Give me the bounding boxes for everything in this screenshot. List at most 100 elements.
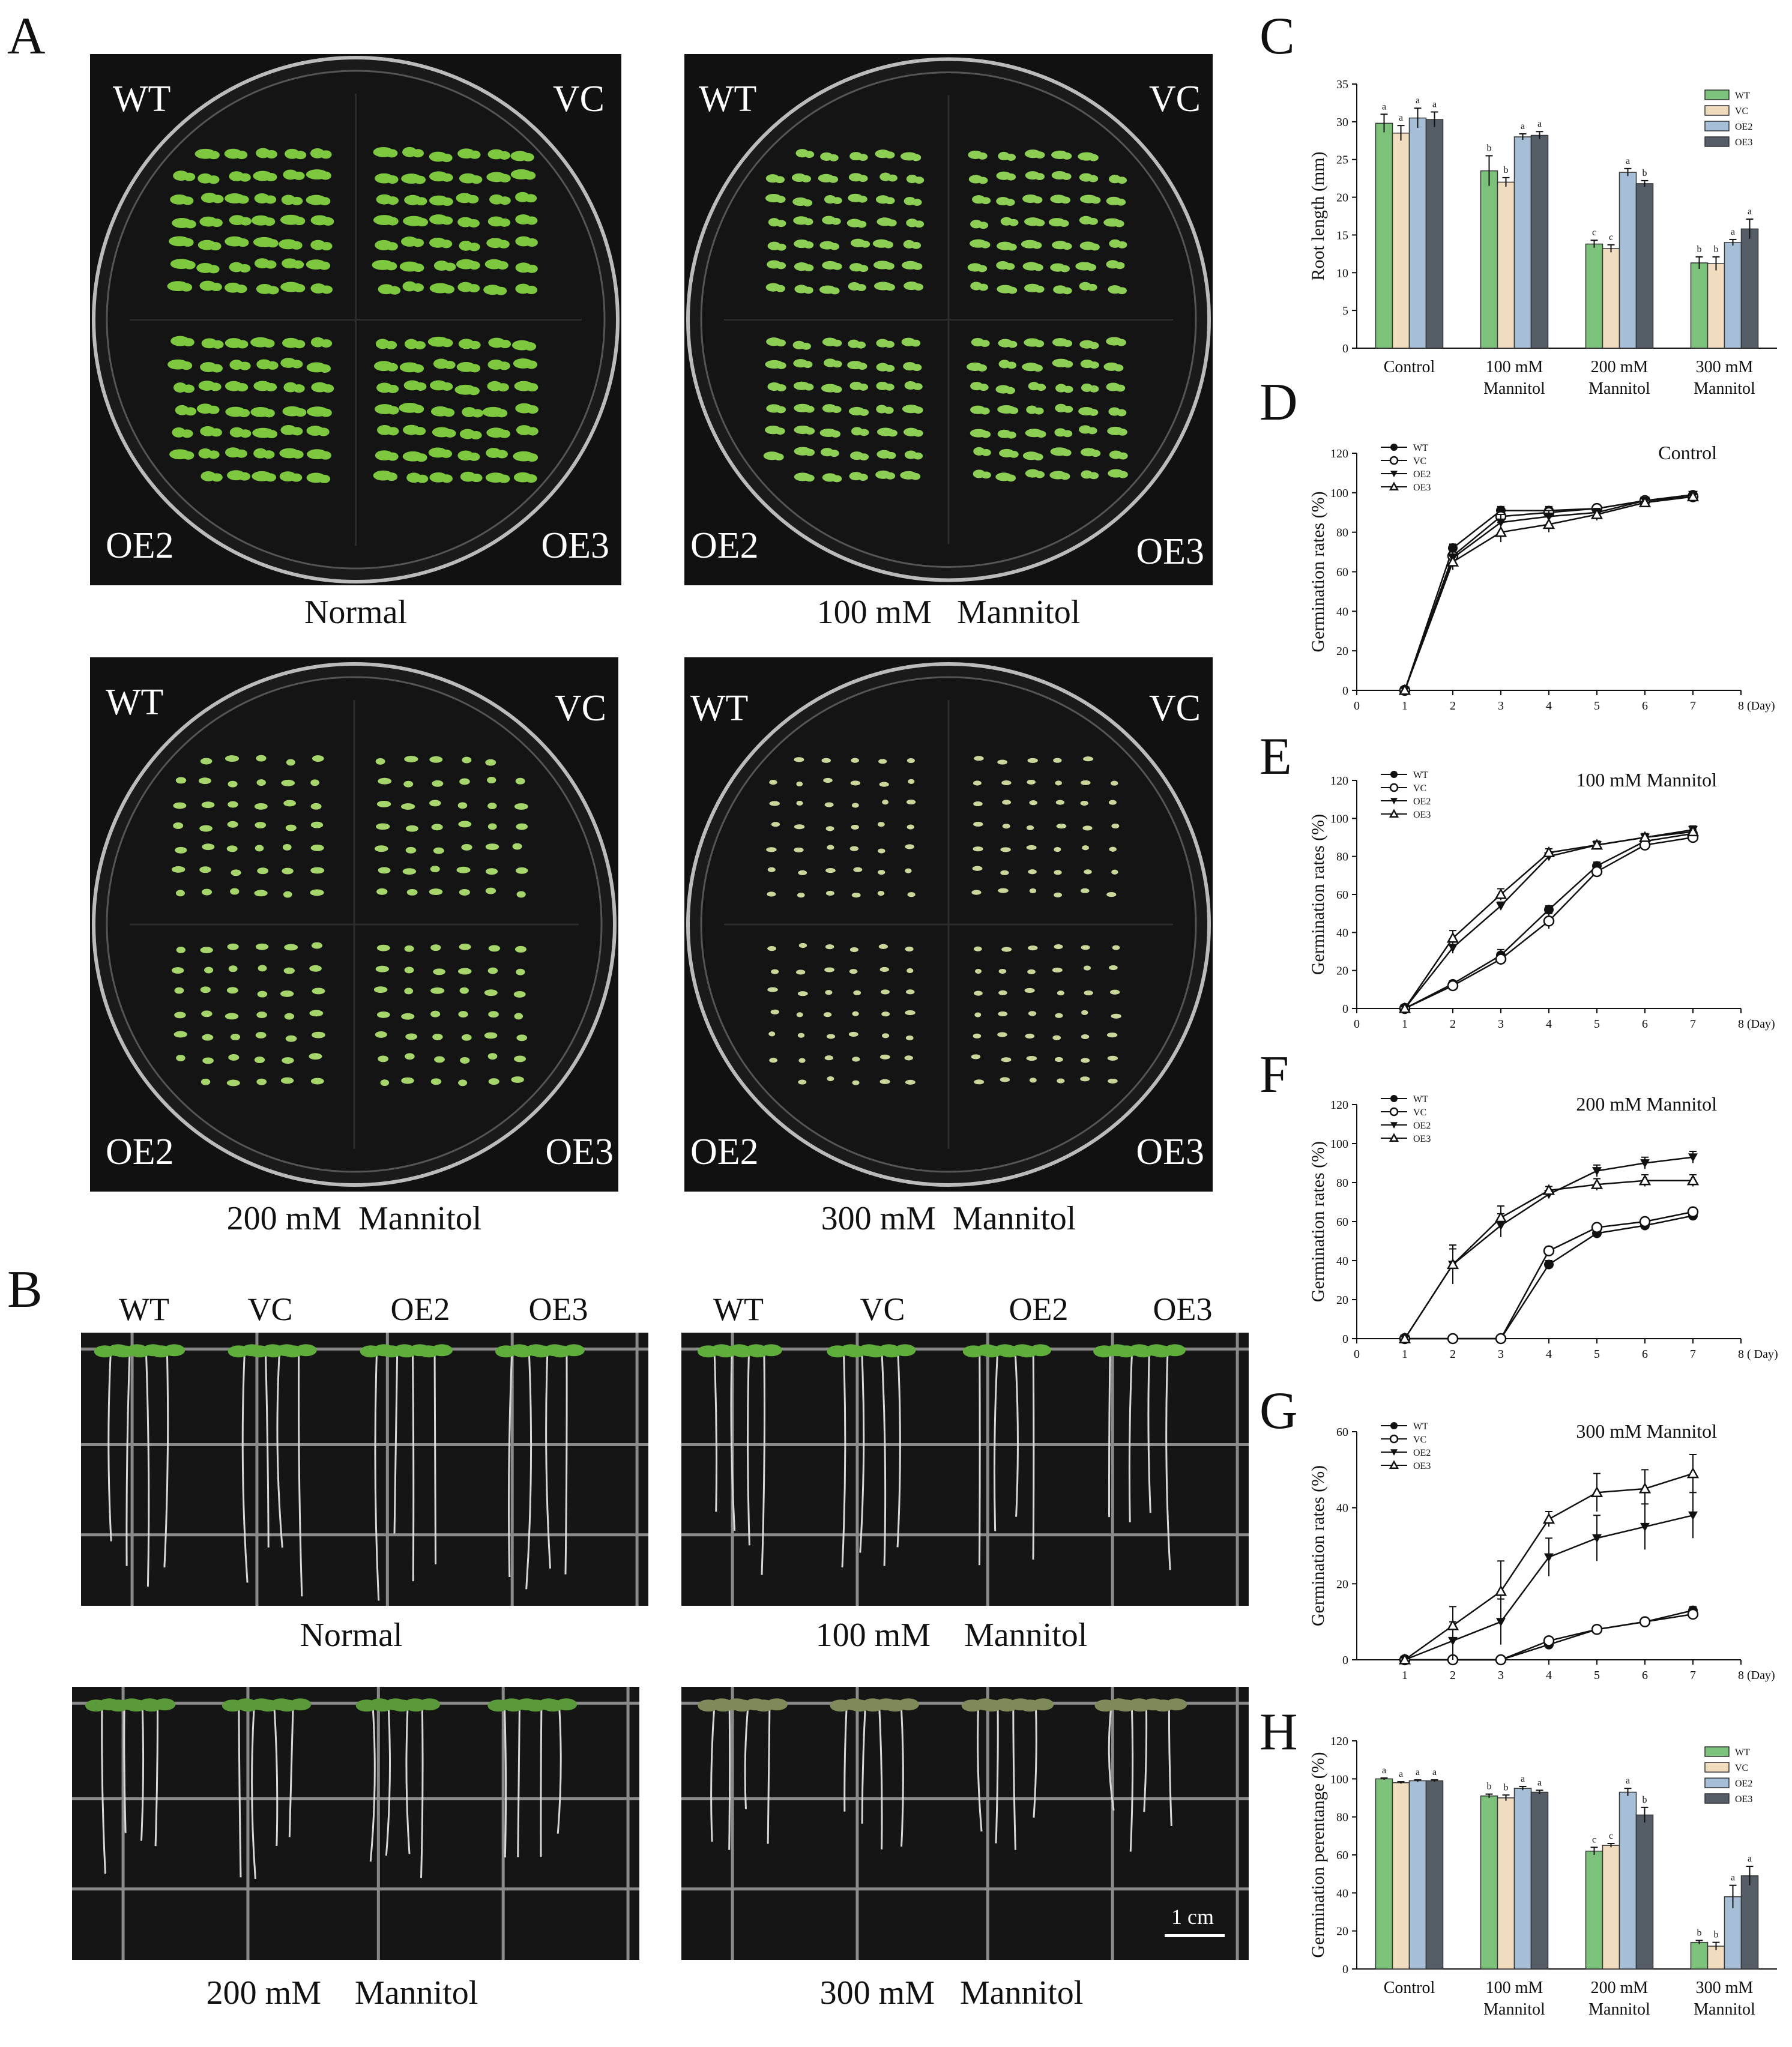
seedling <box>796 781 803 787</box>
seedling <box>1034 285 1045 293</box>
bar <box>1392 132 1410 349</box>
significance-letter: a <box>1432 1767 1437 1777</box>
seedling <box>797 893 805 898</box>
seedling <box>1115 262 1125 270</box>
x-tick-label: 4 <box>1546 1669 1552 1682</box>
seedling <box>776 243 786 251</box>
seedling <box>430 944 441 951</box>
series-line <box>1404 1180 1693 1339</box>
seedling <box>852 1080 860 1085</box>
root <box>163 1349 169 1568</box>
seedling <box>498 429 510 438</box>
root-caption-100mm: 100 mM Mannitol <box>815 1617 1088 1654</box>
root <box>878 1703 883 1850</box>
marker-point <box>1591 1624 1603 1635</box>
seedling <box>373 986 388 993</box>
seedling <box>860 240 870 248</box>
seedling <box>905 1035 914 1041</box>
seedling <box>211 473 223 482</box>
seedling <box>904 1055 913 1061</box>
seedling <box>226 1079 240 1087</box>
seedling <box>404 945 414 952</box>
seedling <box>208 151 220 160</box>
seedling <box>1090 450 1101 457</box>
seedling <box>1062 430 1073 438</box>
column-label-oe2: OE2 <box>390 1291 450 1327</box>
seedling <box>1027 779 1036 785</box>
seedling <box>1001 1057 1012 1063</box>
x-tick-label: Mannitol <box>1588 2000 1650 2019</box>
marker-point <box>1590 508 1603 519</box>
seedling <box>849 947 858 953</box>
plate-label-wt: WT <box>113 79 171 119</box>
seedling <box>878 759 887 764</box>
seedling <box>498 218 511 227</box>
seedling <box>1115 384 1126 392</box>
seedling <box>774 176 785 184</box>
seedling <box>375 758 385 765</box>
root <box>767 1703 771 1844</box>
bar <box>1585 243 1603 349</box>
seedling <box>401 1077 414 1084</box>
seedling <box>322 217 334 226</box>
y-tick-label: 120 <box>1330 1735 1348 1748</box>
seedling <box>385 340 397 349</box>
seedling <box>1080 888 1090 893</box>
legend-swatch <box>1704 136 1730 147</box>
seedling <box>228 780 238 788</box>
x-tick-label: 0 <box>1354 1017 1360 1031</box>
x-tick-label: Mannitol <box>1483 379 1545 398</box>
seedling <box>1001 947 1012 952</box>
seedling <box>1115 198 1126 206</box>
significance-letter: a <box>1382 101 1386 112</box>
plate-caption-normal: Normal <box>304 594 408 631</box>
y-axis-label: Germination rates (%) <box>1308 491 1328 652</box>
seedling <box>264 473 277 482</box>
seedling <box>776 196 786 203</box>
seedling <box>883 241 894 249</box>
marker-point <box>1389 783 1399 792</box>
significance-letter: a <box>1537 1777 1542 1788</box>
x-tick-label: 200 mM <box>1591 358 1649 376</box>
seedling <box>767 987 778 992</box>
seedling <box>884 340 895 348</box>
seedling <box>796 800 803 806</box>
significance-letter: c <box>1592 1834 1596 1845</box>
seedling <box>318 474 331 483</box>
y-tick-label: 40 <box>1336 1255 1348 1268</box>
seedling <box>412 264 424 273</box>
seedling <box>858 474 868 481</box>
seedling <box>1108 1078 1118 1084</box>
seedling <box>802 199 813 207</box>
marker-point <box>1494 1211 1507 1223</box>
seedling <box>766 847 777 852</box>
seedling <box>980 407 990 415</box>
seedling <box>877 891 885 896</box>
seedling <box>1052 967 1063 973</box>
seedling <box>230 888 240 895</box>
seedling <box>227 943 239 950</box>
chart-c-root-length: 0 5 10 15 20 25 30 35 Root length (mm) Control a a a… <box>1297 66 1789 426</box>
seedling <box>238 409 250 418</box>
chart-title: 100 mM Mannitol <box>1576 769 1717 791</box>
seedling <box>856 220 867 228</box>
seedling <box>1002 800 1012 805</box>
seedling <box>824 802 834 807</box>
seedling <box>526 405 539 414</box>
seedling <box>487 1053 498 1060</box>
seedling <box>1061 152 1072 160</box>
bar <box>1375 122 1393 349</box>
x-tick-label: 5 <box>1594 1348 1600 1361</box>
plate-label-vc: VC <box>1148 79 1201 119</box>
seedling <box>905 989 915 995</box>
seedling <box>913 406 923 414</box>
seedling <box>831 406 842 414</box>
seedling <box>283 800 297 807</box>
seedling <box>207 175 220 184</box>
marker-point <box>1638 1174 1652 1186</box>
leaf <box>289 1698 312 1711</box>
seedling <box>514 803 528 810</box>
seedling <box>1060 472 1070 480</box>
x-tick-label: 200 mM <box>1591 1979 1649 1997</box>
petri-plate-normal: WT VC OE2 OE3 <box>90 54 621 585</box>
